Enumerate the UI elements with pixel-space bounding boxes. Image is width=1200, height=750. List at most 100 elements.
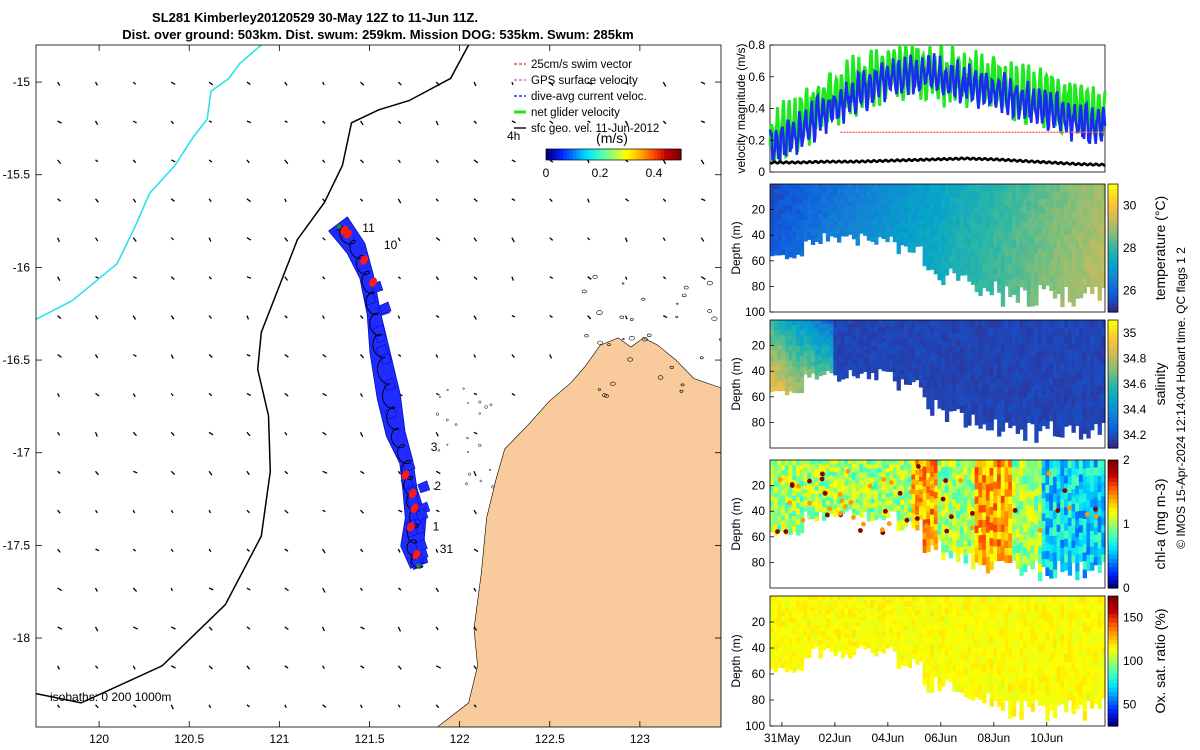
heatmap-cell: [796, 229, 801, 235]
heatmap-cell: [978, 320, 983, 329]
heatmap-cell: [952, 391, 957, 398]
geo-velocity-arrow: [473, 587, 477, 592]
heatmap-cell: [907, 247, 912, 253]
heatmap-cell: [844, 344, 849, 350]
heatmap-colorbar-cell: [1108, 579, 1118, 585]
heatmap-cell: [985, 229, 991, 238]
heatmap-cell: [937, 534, 942, 541]
heatmap-cell: [1049, 413, 1054, 422]
heatmap-cell: [781, 335, 786, 341]
heatmap-cell: [959, 366, 965, 374]
map-ytick-label: -15: [13, 75, 31, 89]
reef: [445, 418, 449, 422]
heatmap-cell: [859, 631, 864, 636]
heatmap-cell: [870, 616, 875, 621]
heatmap-cell: [967, 191, 972, 199]
heatmap-cell: [870, 323, 875, 328]
heatmap-cell: [796, 492, 801, 498]
heatmap-cell: [859, 634, 864, 639]
heatmap-cell: [978, 343, 983, 352]
heatmap-cell: [933, 485, 939, 493]
heatmap-cell: [1011, 546, 1017, 554]
heatmap-cell: [1008, 548, 1013, 556]
heatmap-cell: [892, 463, 898, 468]
heatmap-cell: [1041, 467, 1046, 476]
heatmap-cell: [781, 525, 786, 531]
heatmap-cell: [1049, 184, 1054, 192]
heatmap-cell: [788, 638, 793, 644]
heatmap-cell: [1052, 320, 1058, 329]
heatmap-cell: [948, 320, 953, 327]
heatmap-cell: [807, 324, 812, 329]
heatmap-cell: [799, 644, 805, 650]
heatmap-cell: [993, 525, 998, 533]
heatmap-colorbar-cell: [1108, 260, 1118, 266]
geo-velocity-arrow: [170, 431, 175, 436]
heatmap-cell: [829, 342, 834, 347]
heatmap-cell: [877, 615, 883, 620]
heatmap-cell: [840, 490, 845, 495]
heatmap-cell: [1090, 483, 1095, 492]
heatmap-cell: [926, 358, 931, 365]
heatmap-cell: [807, 348, 812, 354]
heatmap-cell: [904, 347, 909, 353]
heatmap-cell: [1011, 184, 1017, 193]
heatmap-cell: [922, 512, 927, 520]
heatmap-cell: [803, 635, 808, 641]
heatmap-cell: [825, 320, 831, 324]
heatmap-cell: [1034, 496, 1039, 504]
heatmap-cell: [885, 622, 890, 627]
heatmap-cell: [840, 221, 845, 226]
heatmap-cell: [982, 221, 987, 229]
heatmap-cell: [982, 379, 987, 388]
heatmap-cell: [799, 606, 805, 613]
heatmap-cell: [1064, 523, 1069, 532]
heatmap-cell: [900, 201, 905, 207]
heatmap-cell: [915, 228, 920, 234]
heatmap-cell: [1038, 198, 1043, 206]
heatmap-cell: [944, 519, 950, 526]
heatmap-cell: [1030, 192, 1035, 202]
heatmap-cell: [993, 327, 998, 335]
heatmap-cell: [926, 251, 931, 258]
heatmap-colorbar-cell: [1108, 388, 1118, 394]
heatmap-cell: [982, 416, 987, 425]
heatmap-cell: [1004, 415, 1009, 423]
map-colorbar-tick: 0.4: [646, 166, 663, 180]
heatmap-cell: [1038, 468, 1043, 478]
heatmap-cell: [944, 460, 950, 467]
heatmap-cell: [1082, 502, 1087, 511]
heatmap-cell: [859, 484, 864, 490]
heatmap-cell: [829, 354, 834, 359]
heatmap-cell: [1015, 200, 1020, 210]
heatmap-cell: [1034, 363, 1039, 373]
heatmap-cell: [1060, 262, 1065, 273]
heatmap-cell: [1052, 257, 1058, 266]
heatmap-cell: [799, 356, 805, 362]
heatmap-cell: [930, 347, 935, 355]
heatmap-cell: [844, 612, 849, 618]
heatmap-colorbar-cell: [1108, 248, 1118, 253]
heatmap-cell: [963, 210, 968, 217]
heatmap-cell: [926, 245, 931, 252]
heatmap-cell: [1030, 379, 1035, 388]
heatmap-cell: [1038, 383, 1043, 392]
heatmap-cell: [911, 213, 916, 219]
heatmap-cell: [770, 501, 775, 507]
heatmap-cell: [926, 184, 931, 191]
heatmap-cell: [1030, 357, 1035, 365]
geo-velocity-arrow: [94, 81, 98, 86]
heatmap-cell: [1000, 320, 1006, 329]
heatmap-cell: [937, 245, 942, 253]
geo-velocity-arrow: [360, 548, 364, 553]
heatmap-cell: [788, 611, 793, 618]
heatmap-cell: [1097, 540, 1102, 549]
heatmap-cell: [971, 360, 976, 368]
heatmap-cell: [892, 196, 898, 201]
heatmap-cell: [985, 245, 991, 254]
heatmap-cell: [1078, 200, 1084, 209]
heatmap-cell: [844, 328, 849, 333]
heatmap-cell: [777, 380, 782, 387]
heatmap-cell: [1004, 220, 1009, 229]
heatmap-cell: [1004, 555, 1009, 563]
